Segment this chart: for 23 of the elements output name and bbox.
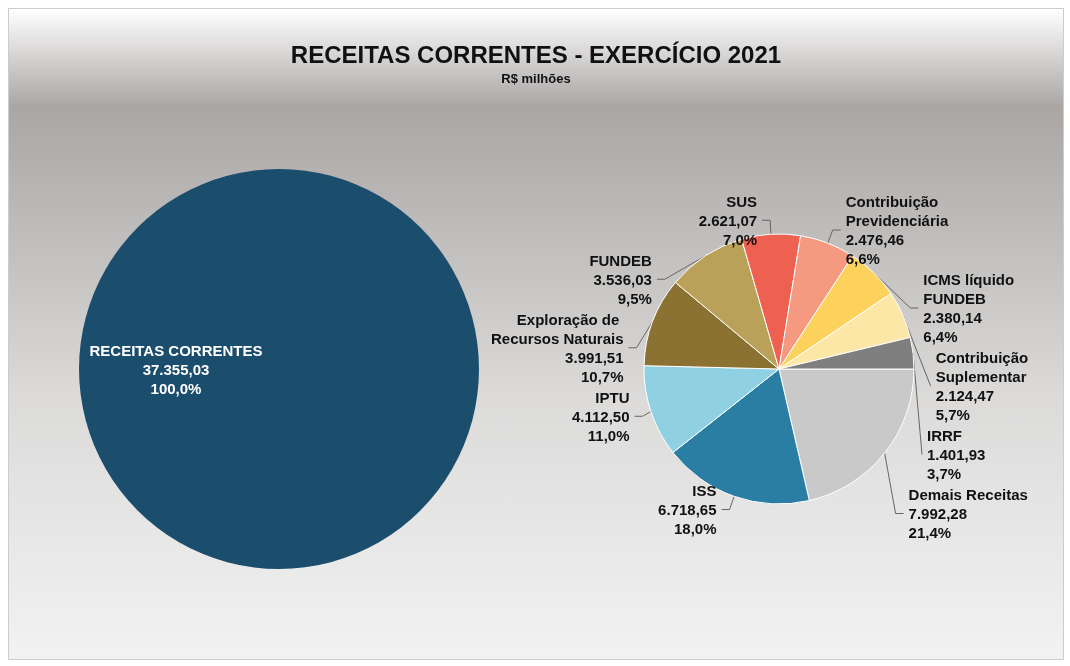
slice-label: FUNDEB — [589, 251, 653, 269]
data-label: 2.476,46 6,6% — [845, 231, 905, 268]
slice-label: SUS — [726, 192, 758, 210]
data-label: 3.536,03 9,5% — [593, 270, 652, 307]
slice-label: Contribuição Suplementar — [935, 349, 1033, 386]
data-label: 2.380,14 6,4% — [923, 309, 983, 346]
data-label: 7.992,28 21,4% — [908, 505, 967, 542]
slice-label: ICMS líquido FUNDEB — [923, 271, 1019, 308]
data-label: 2.124,47 5,7% — [935, 387, 995, 424]
text: RECEITAS CORRENTES - EXERCÍCIO 2021 — [289, 41, 783, 69]
slice-label: IRRF — [927, 427, 963, 445]
slice-label: RECEITAS CORRENTES — [89, 341, 263, 359]
slice-label: IPTU — [595, 388, 630, 406]
slice-label: ISS — [692, 482, 717, 500]
data-label: 6.718,65 18,0% — [658, 501, 717, 538]
slice-label: Exploração de Recursos Naturais — [490, 310, 624, 347]
data-label: 1.401,93 3,7% — [927, 446, 986, 483]
slice-label: Contribuição Previdenciária — [845, 193, 949, 230]
text: R$ milhões — [500, 71, 572, 86]
slice-label: Demais Receitas — [908, 486, 1028, 504]
data-label: 37.355,03 100,0% — [142, 360, 210, 397]
data-label: 4.112,50 11,0% — [571, 407, 630, 444]
data-label: 3.991,51 10,7% — [565, 348, 624, 385]
